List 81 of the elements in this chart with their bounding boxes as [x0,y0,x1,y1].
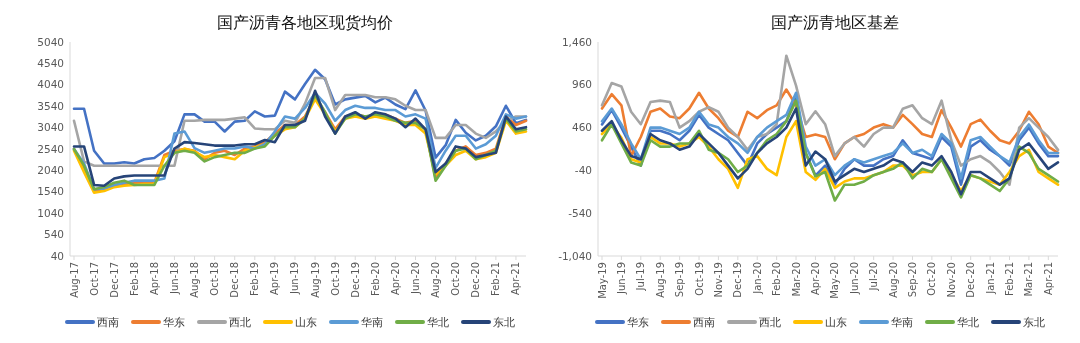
y-tick-label: 460 [571,121,592,134]
x-tick-label: Jan-20 [751,262,763,295]
x-tick-label: Jun-20 [410,262,422,295]
y-tick-label: 2040 [37,164,64,177]
y-tick-label: 2540 [37,142,64,155]
x-tick-label: Dec-19 [349,262,361,298]
x-tick-label: Aug-19 [654,262,666,298]
y-tick-label: 540 [43,228,64,241]
x-tick-label: Oct-20 [450,262,462,296]
y-tick-label: 3040 [37,121,64,134]
y-tick-label: -540 [568,206,592,219]
line-series [600,54,1060,186]
chart-title: 国产沥青地区基差 [771,13,899,32]
y-tick-label: 960 [571,78,592,91]
y-tick-label: 40 [50,249,64,262]
legend-label: 西北 [229,315,251,329]
x-tick-label: May-19 [596,262,608,299]
x-tick-label: Oct-19 [693,262,705,296]
x-tick-label: Apr-20 [809,262,821,295]
x-tick-label: Feb-21 [490,262,502,297]
x-tick-label: Dec-18 [229,262,241,298]
y-tick-label: 1540 [37,185,64,198]
legend-label: 华北 [957,315,979,329]
y-tick-label: -40 [574,164,592,177]
legend-label: 华东 [627,315,649,329]
x-tick-label: Dec-19 [732,262,744,298]
x-tick-label: Apr-21 [510,262,522,295]
x-tick-label: Apr-19 [269,262,281,295]
legend-label: 西南 [693,315,715,329]
x-tick-label: Dec-20 [470,262,482,298]
x-tick-label: Feb-19 [249,262,261,297]
legend-label: 山东 [825,315,847,329]
x-tick-label: May-20 [829,262,841,299]
x-tick-label: Aug-19 [309,262,321,298]
x-tick-label: Jul-20 [868,262,880,292]
x-tick-label: Aug-17 [68,262,80,298]
legend-label: 东北 [1023,315,1045,329]
x-tick-label: Oct-18 [209,262,221,296]
legend-label: 华南 [361,315,383,329]
x-tick-label: Apr-18 [148,262,160,295]
legend-label: 华东 [163,315,185,329]
x-tick-label: Nov-20 [945,262,957,298]
x-tick-label: Jun-19 [289,262,301,295]
legend-label: 西南 [97,315,119,329]
y-tick-label: 1040 [37,206,64,219]
x-tick-label: Nov-19 [712,262,724,298]
x-tick-label: Feb-20 [369,262,381,297]
y-tick-label: -1,040 [558,249,592,262]
y-tick-label: 4540 [37,57,64,70]
x-tick-label: Aug-18 [189,262,201,298]
legend-label: 西北 [759,315,781,329]
x-tick-label: Feb-18 [128,262,140,297]
x-tick-label: Oct-20 [926,262,938,296]
legend-label: 华南 [891,315,913,329]
x-tick-label: Feb-20 [771,262,783,297]
legend-label: 山东 [295,315,317,329]
legend-label: 东北 [493,315,515,329]
x-tick-label: Dec-17 [108,262,120,298]
x-tick-label: Oct-17 [88,262,100,296]
x-tick-label: Apr-20 [389,262,401,295]
x-tick-label: Jun-18 [168,262,180,295]
x-tick-label: Aug-20 [887,262,899,298]
x-tick-label: Sep-19 [674,262,686,298]
x-tick-label: Mar-20 [790,262,802,297]
x-tick-label: Jul-19 [635,262,647,292]
x-tick-label: Aug-20 [430,262,442,298]
x-tick-label: Feb-21 [1003,262,1015,297]
chart-title: 国产沥青各地区现货均价 [217,13,393,32]
y-tick-label: 1,460 [561,35,592,48]
x-tick-label: Jan-21 [984,262,996,295]
x-tick-label: Dec-20 [965,262,977,298]
y-tick-label: 5040 [37,35,64,48]
x-tick-label: Jun-20 [848,262,860,295]
y-tick-label: 4040 [37,78,64,91]
x-tick-label: Oct-19 [329,262,341,296]
x-tick-label: Jun-19 [615,262,627,295]
y-tick-label: 3540 [37,99,64,112]
x-tick-label: Mar-21 [1023,262,1035,297]
legend-label: 华北 [427,315,449,329]
x-tick-label: Apr-21 [1042,262,1054,295]
x-tick-label: Sep-20 [906,262,918,298]
